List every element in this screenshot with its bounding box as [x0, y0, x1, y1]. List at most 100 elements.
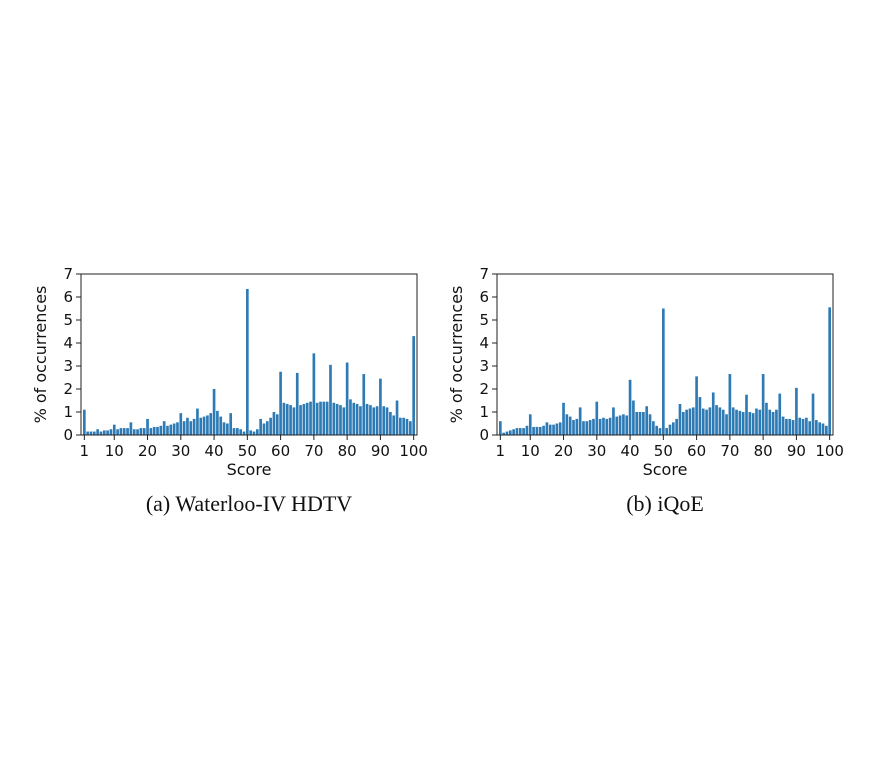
y-tick-label-a: 5 [63, 311, 73, 329]
bar-a-19 [142, 428, 146, 435]
bar-a-79 [342, 407, 346, 435]
bar-b-74 [741, 412, 745, 435]
bar-b-16 [548, 424, 552, 435]
x-ticks-a: 1 10 20 30 40 50 60 70 80 90 100 [80, 435, 428, 460]
bar-a-26 [166, 425, 169, 435]
x-tick-label-b: 30 [587, 442, 606, 460]
bar-b-59 [691, 407, 695, 435]
y-tick-label-b: 5 [479, 311, 489, 329]
bar-a-69 [309, 401, 312, 435]
x-tick-label-a: 80 [338, 442, 357, 460]
bar-a-38 [206, 415, 209, 435]
bar-a-37 [202, 416, 206, 435]
bar-b-98 [821, 423, 825, 435]
bar-a-57 [269, 417, 272, 435]
bar-a-9 [109, 429, 113, 435]
bar-b-86 [781, 416, 785, 435]
bar-a-11 [116, 429, 119, 435]
plot-frame-a [80, 273, 418, 436]
bar-b-92 [801, 418, 805, 435]
bar-a-31 [182, 421, 186, 435]
bar-b-30 [595, 401, 599, 435]
bar-b-36 [615, 416, 619, 435]
x-tick-label-a: 10 [105, 442, 124, 460]
bar-b-67 [718, 407, 722, 435]
bar-b-45 [645, 406, 649, 435]
bar-a-39 [209, 413, 213, 435]
bar-b-25 [578, 407, 582, 435]
y-tick-label-a: 3 [63, 357, 73, 375]
x-tick-label-a: 20 [138, 442, 157, 460]
x-ticks-b: 1 10 20 30 40 50 60 70 80 90 100 [496, 435, 844, 460]
bar-a-84 [359, 406, 362, 435]
x-axis-label-b: Score [643, 460, 688, 479]
y-tick-label-b: 1 [479, 403, 489, 421]
bar-b-58 [688, 408, 692, 435]
bar-b-21 [565, 414, 569, 435]
bar-b-49 [658, 428, 662, 435]
bar-b-78 [755, 408, 758, 435]
bar-a-82 [352, 402, 356, 435]
x-tick-label-b: 100 [815, 442, 844, 460]
y-tick-label-a: 7 [63, 265, 73, 283]
y-tick-label-a: 2 [63, 380, 73, 398]
bar-a-63 [289, 405, 292, 435]
bar-b-57 [685, 409, 688, 435]
bar-a-64 [292, 407, 296, 435]
bar-b-7 [518, 428, 522, 435]
bar-a-92 [385, 407, 389, 435]
bar-b-48 [655, 425, 659, 435]
plot-frame-b [496, 273, 834, 436]
bar-a-90 [379, 378, 382, 435]
bar-b-29 [592, 418, 595, 435]
bar-b-22 [568, 416, 572, 435]
bar-a-46 [232, 428, 236, 435]
bar-b-85 [778, 393, 782, 435]
bar-a-62 [285, 403, 289, 435]
bar-b-35 [612, 407, 615, 435]
y-tick-label-a: 6 [63, 288, 73, 306]
x-tick-label-b: 60 [687, 442, 706, 460]
bar-a-15 [129, 422, 133, 435]
bar-a-61 [282, 402, 286, 435]
x-tick-label-b: 40 [621, 442, 640, 460]
bar-a-68 [305, 402, 309, 435]
bar-a-95 [395, 400, 399, 435]
bar-b-60 [695, 376, 698, 435]
y-tick-label-b: 4 [479, 334, 489, 352]
bar-a-8 [106, 430, 109, 435]
bar-a-20 [146, 418, 149, 435]
x-axis-label-a: Score [227, 460, 272, 479]
x-tick-label-a: 1 [80, 442, 90, 460]
bar-a-27 [169, 424, 173, 435]
bar-b-20 [562, 402, 565, 435]
bar-b-52 [668, 424, 672, 435]
y-tick-label-b: 3 [479, 357, 489, 375]
bar-b-38 [622, 414, 625, 435]
y-ticks-b: 0 1 2 3 4 5 6 7 [479, 265, 497, 444]
bar-b-91 [798, 417, 802, 435]
bar-b-5 [512, 429, 515, 435]
bar-b-31 [598, 418, 602, 435]
bar-b-10 [528, 414, 532, 435]
x-tick-label-b: 20 [554, 442, 573, 460]
y-tick-label-b: 2 [479, 380, 489, 398]
bar-a-53 [255, 429, 259, 435]
bar-b-44 [642, 412, 645, 435]
bar-b-81 [765, 402, 768, 435]
bar-a-18 [139, 428, 143, 435]
bar-b-61 [698, 397, 702, 435]
bar-a-51 [249, 430, 252, 435]
bar-a-99 [409, 421, 412, 435]
x-tick-label-a: 100 [399, 442, 428, 460]
bar-a-45 [229, 413, 233, 435]
bar-b-50 [662, 308, 665, 435]
y-tick-label-a: 4 [63, 334, 73, 352]
bar-b-53 [671, 422, 675, 435]
y-tick-label-b: 7 [479, 265, 489, 283]
bar-b-3 [505, 431, 509, 435]
bar-a-81 [349, 399, 352, 435]
x-tick-label-a: 90 [371, 442, 390, 460]
bar-b-23 [572, 420, 575, 435]
